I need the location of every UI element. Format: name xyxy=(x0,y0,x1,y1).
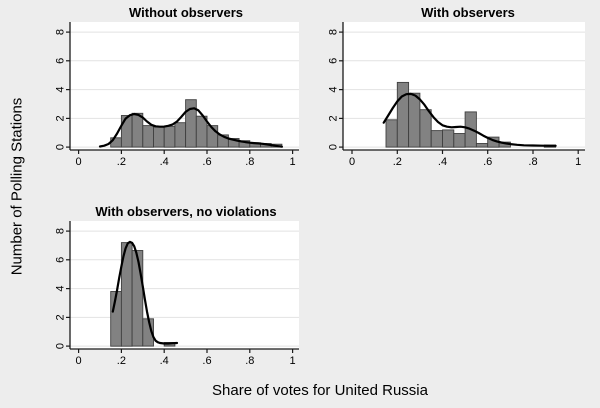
x-tick-label: .2 xyxy=(117,156,126,168)
y-tick-label: 8 xyxy=(54,29,66,35)
plot-area xyxy=(70,221,299,349)
x-tick-label: .2 xyxy=(393,156,402,168)
y-tick-label: 2 xyxy=(327,115,339,121)
panel-title-with-observers: With observers xyxy=(421,5,515,20)
y-tick-label: 2 xyxy=(54,314,66,320)
x-tick-label: .4 xyxy=(160,156,169,168)
histogram-bar xyxy=(131,112,144,148)
histogram-bar xyxy=(153,126,165,148)
histogram-bar xyxy=(185,99,197,148)
y-tick-label: 2 xyxy=(54,115,66,121)
y-tick-label: 6 xyxy=(54,257,66,263)
x-tick-label: .6 xyxy=(202,355,211,367)
histogram-bar xyxy=(120,115,133,148)
x-tick-label: .8 xyxy=(245,355,254,367)
histogram-panel-with-observers-no-violations: 0 .2 .4 .6 .8 1 0 2 4 6 8 xyxy=(54,221,299,367)
histogram-bar xyxy=(396,81,410,148)
y-tick-label: 4 xyxy=(54,286,66,292)
x-tick-label: .2 xyxy=(117,355,126,367)
histogram-bar xyxy=(163,125,176,148)
histogram-bar xyxy=(419,109,432,148)
y-tick-label: 8 xyxy=(327,29,339,35)
histogram-panel-without-observers: 0 .2 .4 .6 .8 1 0 2 4 6 8 xyxy=(54,22,299,168)
x-axis-label: Share of votes for United Russia xyxy=(212,382,428,399)
x-tick-label: 1 xyxy=(575,156,581,168)
histogram-bar xyxy=(475,143,489,148)
x-tick-label: 1 xyxy=(290,156,296,168)
y-tick-label: 4 xyxy=(327,87,339,93)
y-tick-label: 8 xyxy=(54,228,66,234)
panel-title-without-observers: Without observers xyxy=(128,5,243,20)
y-tick-label: 0 xyxy=(54,144,66,150)
histogram-bar xyxy=(453,133,466,148)
x-tick-label: .4 xyxy=(438,156,447,168)
x-tick-label: 0 xyxy=(349,156,355,168)
y-tick-label: 6 xyxy=(54,58,66,64)
x-tick-label: 0 xyxy=(76,355,82,367)
y-tick-label: 6 xyxy=(327,58,339,64)
histogram-bar xyxy=(408,92,421,148)
histogram-panel-with-observers: 0 .2 .4 .6 .8 1 0 2 4 6 8 xyxy=(327,22,585,168)
histogram-bar xyxy=(430,130,443,148)
x-tick-label: .6 xyxy=(483,156,492,168)
y-tick-label: 0 xyxy=(327,144,339,150)
density-curve xyxy=(111,240,179,345)
panel-title-with-observers-no-violations: With observers, no violations xyxy=(95,204,277,219)
y-tick-label: 0 xyxy=(54,343,66,349)
density-curve xyxy=(382,92,557,147)
histogram-bar xyxy=(385,119,398,148)
x-tick-label: .8 xyxy=(528,156,537,168)
x-tick-label: .4 xyxy=(160,355,169,367)
histogram-bar xyxy=(131,250,144,347)
x-tick-label: .6 xyxy=(202,156,211,168)
y-axis-label: Number of Polling Stations xyxy=(8,97,26,276)
y-tick-label: 4 xyxy=(54,87,66,93)
histogram-bar xyxy=(142,125,154,148)
x-tick-label: 1 xyxy=(290,355,296,367)
x-tick-label: .8 xyxy=(245,156,254,168)
plot-area xyxy=(343,22,585,150)
histogram-bar xyxy=(442,129,455,148)
x-tick-label: 0 xyxy=(76,156,82,168)
histogram-bar xyxy=(174,122,187,148)
density-curve xyxy=(98,107,283,148)
